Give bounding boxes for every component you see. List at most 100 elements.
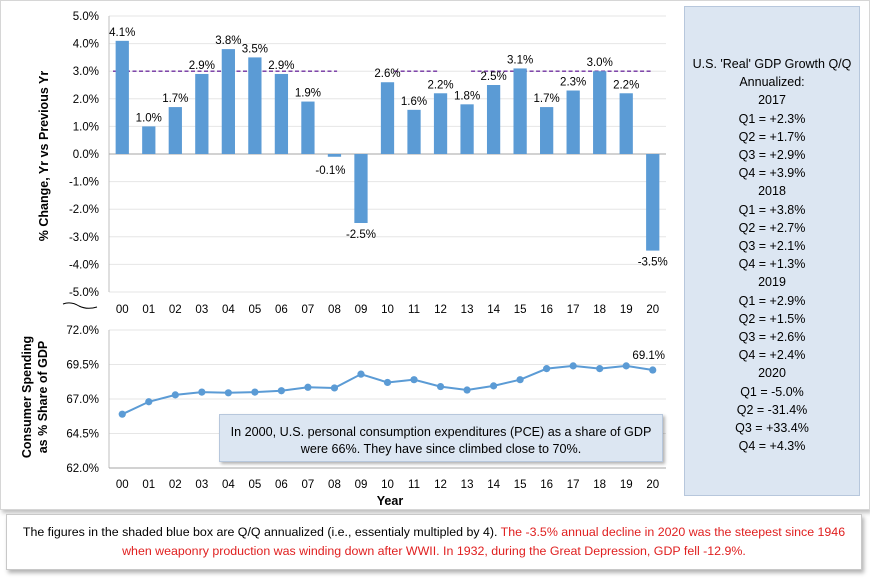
bottom-x-tick-label: 06 [275, 479, 288, 491]
bottom-x-tick-label: 03 [195, 479, 208, 491]
consumer-spending-point [198, 388, 206, 396]
bottom-x-tick-label: 17 [567, 479, 580, 491]
growth-bar [540, 107, 554, 154]
bar-data-label: 1.9% [295, 88, 321, 100]
growth-bar [646, 154, 660, 251]
consumer-spending-point [118, 410, 126, 418]
growth-bar [619, 93, 633, 154]
bar-data-label: -0.1% [315, 165, 345, 177]
top-y-tick-label: 1.0% [73, 121, 99, 133]
bottom-y-tick-label: 69.5% [66, 360, 99, 372]
consumer-spending-point [543, 365, 551, 373]
consumer-spending-line-chart: 72.0% 69.5% 67.0% 64.5% 62.0% 00 01 02 03 04 05 06 0… [66, 325, 666, 491]
bottom-x-tick-label: 02 [169, 479, 182, 491]
top-x-tick-label: 04 [222, 304, 235, 316]
quarterly-gdp-line: Q1 = -5.0% [740, 384, 804, 399]
quarterly-gdp-line: Q3 = +2.9% [738, 148, 806, 163]
quarterly-gdp-box: U.S. 'Real' GDP Growth Q/Q Annualized: 201… [684, 6, 860, 496]
top-x-tick-label: 17 [567, 304, 580, 316]
quarterly-gdp-line: Q4 = +2.4% [738, 348, 806, 363]
top-x-tick-label: 09 [355, 304, 368, 316]
top-x-tick-label: 20 [646, 304, 659, 316]
top-y-tick-label: 0.0% [73, 149, 99, 161]
bar-data-label: 3.0% [587, 57, 613, 69]
top-y-tick-label: -5.0% [69, 287, 99, 299]
bottom-x-tick-label: 20 [646, 479, 659, 491]
top-y-tick-label: -2.0% [69, 204, 99, 216]
growth-bar [274, 73, 289, 154]
bar-data-label: 2.3% [560, 77, 586, 89]
bottom-y-tick-label: 72.0% [66, 325, 99, 337]
top-y-tick-label: 2.0% [73, 94, 99, 106]
top-x-tick-label: 13 [461, 304, 474, 316]
bar-data-label: 2.9% [189, 60, 215, 72]
bottom-x-tick-label: 15 [514, 479, 527, 491]
bottom-x-tick-label: 08 [328, 479, 341, 491]
top-x-tick-label: 06 [275, 304, 288, 316]
quarterly-gdp-line: U.S. 'Real' GDP Growth Q/Q [692, 57, 852, 71]
consumer-spending-point [251, 388, 259, 396]
growth-bar [460, 104, 474, 154]
top-x-tick-label: 08 [328, 304, 341, 316]
growth-bar [407, 109, 421, 154]
bar-data-label: 2.6% [374, 68, 400, 80]
quarterly-gdp-line: Q4 = +1.3% [738, 257, 806, 272]
chart-svg: 5.0% 4.0% 3.0% 2.0% 1.0% 0.0% -1.0% -2.0% -3.0% -… [20, 11, 668, 508]
quarterly-gdp-line: Q4 = +4.3% [738, 439, 806, 454]
consumer-spending-point [304, 383, 312, 391]
quarterly-gdp-line: Q3 = +33.4% [735, 421, 809, 436]
end-data-label: 69.1% [632, 350, 665, 362]
bar-data-label: 3.1% [507, 54, 533, 66]
growth-bar [221, 49, 235, 155]
top-x-tick-label: 00 [116, 304, 129, 316]
bottom-x-tick-label: 12 [434, 479, 447, 491]
quarterly-gdp-line: Q3 = +2.1% [738, 239, 806, 254]
top-x-tick-label: 11 [408, 304, 420, 316]
consumer-spending-point [171, 391, 179, 399]
growth-bar [354, 154, 368, 223]
consumer-spending-point [463, 386, 471, 394]
bottom-x-tick-label: 14 [487, 479, 500, 491]
top-x-tick-label: 02 [169, 304, 182, 316]
top-y-tick-label: -4.0% [69, 259, 99, 271]
growth-bar [301, 101, 315, 154]
top-x-tick-label: 01 [142, 304, 155, 316]
quarterly-gdp-line: Q2 = +1.5% [738, 311, 806, 326]
bottom-x-tick-label: 01 [142, 479, 155, 491]
quarterly-gdp-line: Annualized: [739, 75, 805, 90]
bar-data-label: 1.0% [136, 112, 162, 124]
x-axis-title: Year [377, 494, 404, 508]
bottom-x-tick-label: 13 [461, 479, 474, 491]
pce-note-box: In 2000, U.S. personal consumption expen… [219, 414, 663, 462]
consumer-spending-point [410, 376, 418, 384]
consumer-spending-point [649, 366, 657, 374]
consumer-spending-point [330, 384, 339, 392]
top-x-tick-label: 19 [620, 304, 633, 316]
consumer-spending-point [622, 362, 630, 370]
quarterly-gdp-line: Q3 = +2.6% [738, 330, 806, 345]
consumer-spending-point [357, 370, 365, 378]
bottom-x-tick-label: 04 [222, 479, 235, 491]
growth-bar [327, 154, 342, 157]
quarterly-gdp-line: Q1 = +3.8% [738, 202, 806, 217]
bottom-x-tick-label: 05 [248, 479, 261, 491]
quarterly-gdp-line: Q4 = +3.9% [738, 166, 806, 181]
growth-bar [142, 126, 156, 154]
growth-bar [168, 107, 182, 154]
growth-bar [115, 40, 129, 155]
top-x-tick-label: 10 [381, 304, 394, 316]
bar-data-label: 2.2% [427, 79, 453, 91]
growth-bar [380, 82, 395, 154]
bottom-y-tick-label: 64.5% [66, 429, 99, 441]
bar-data-label: 2.9% [268, 60, 294, 72]
top-y-tick-label: 5.0% [73, 11, 99, 23]
growth-bar [566, 90, 580, 154]
top-x-tick-label: 07 [302, 304, 315, 316]
growth-bar [593, 71, 607, 154]
bottom-x-tick-label: 10 [381, 479, 394, 491]
footer-text-black: The figures in the shaded blue box are Q… [22, 525, 501, 539]
top-x-tick-label: 12 [434, 304, 447, 316]
consumer-spending-point [383, 378, 392, 387]
consumer-spending-point [436, 382, 445, 391]
gdp-growth-bar-chart: 5.0% 4.0% 3.0% 2.0% 1.0% 0.0% -1.0% -2.0% -3.0% -… [69, 11, 668, 316]
